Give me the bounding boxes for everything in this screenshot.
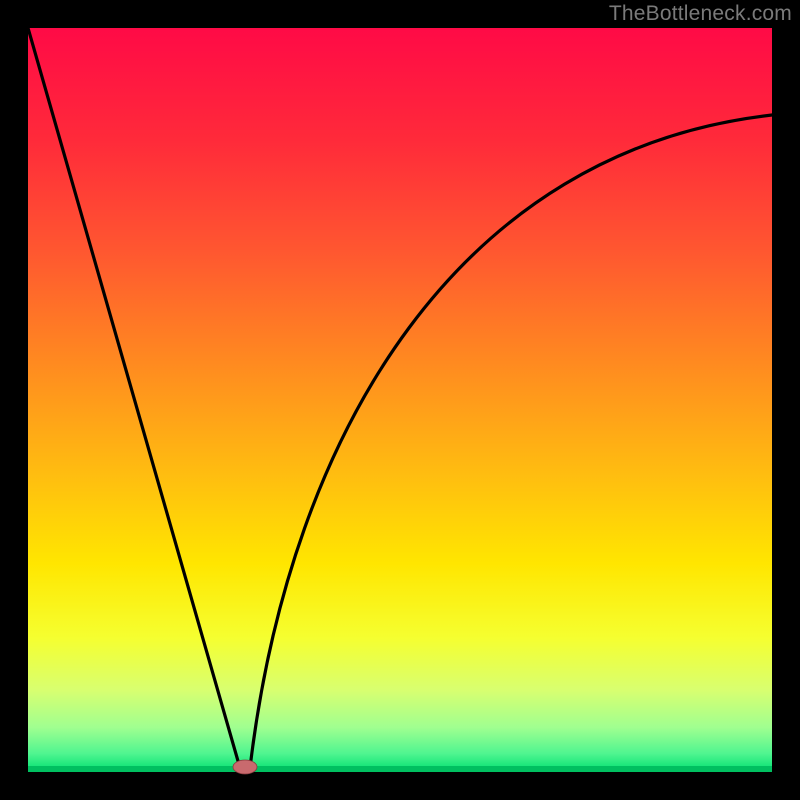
valley-marker xyxy=(233,760,257,774)
bottleneck-chart xyxy=(0,0,800,800)
chart-container: TheBottleneck.com xyxy=(0,0,800,800)
baseline-band xyxy=(28,766,772,772)
watermark-label: TheBottleneck.com xyxy=(609,2,792,26)
